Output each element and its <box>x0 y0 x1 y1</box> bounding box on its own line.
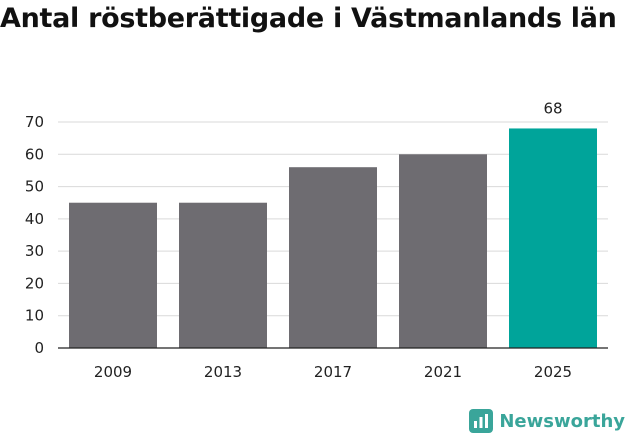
bar <box>289 167 377 348</box>
x-tick-label: 2009 <box>94 363 132 381</box>
brand-logo: Newsworthy <box>469 409 625 433</box>
y-tick-label: 10 <box>25 307 44 325</box>
bar <box>509 128 597 348</box>
labels: 0 10 20 30 40 50 60 70 2009 2013 2017 2021 2025 68 <box>25 99 572 381</box>
y-tick-label: 70 <box>25 113 44 131</box>
bar <box>179 202 267 348</box>
x-tick-label: 2013 <box>204 363 242 381</box>
data-label: 68 <box>543 99 562 117</box>
chart-title: Antal röstberättigade i Västmanlands län <box>0 3 617 34</box>
brand-name: Newsworthy <box>499 410 625 432</box>
y-tick-label: 40 <box>25 210 44 228</box>
bars <box>58 128 608 349</box>
bar <box>69 202 157 348</box>
x-tick-label: 2025 <box>534 363 572 381</box>
y-tick-label: 50 <box>25 178 44 196</box>
y-tick-label: 0 <box>34 339 44 357</box>
y-tick-label: 30 <box>25 242 44 260</box>
bar <box>399 154 487 348</box>
x-tick-label: 2017 <box>314 363 352 381</box>
y-tick-label: 20 <box>25 274 44 292</box>
y-tick-label: 60 <box>25 145 44 163</box>
newsworthy-logo-icon <box>469 409 494 433</box>
x-tick-label: 2021 <box>424 363 462 381</box>
